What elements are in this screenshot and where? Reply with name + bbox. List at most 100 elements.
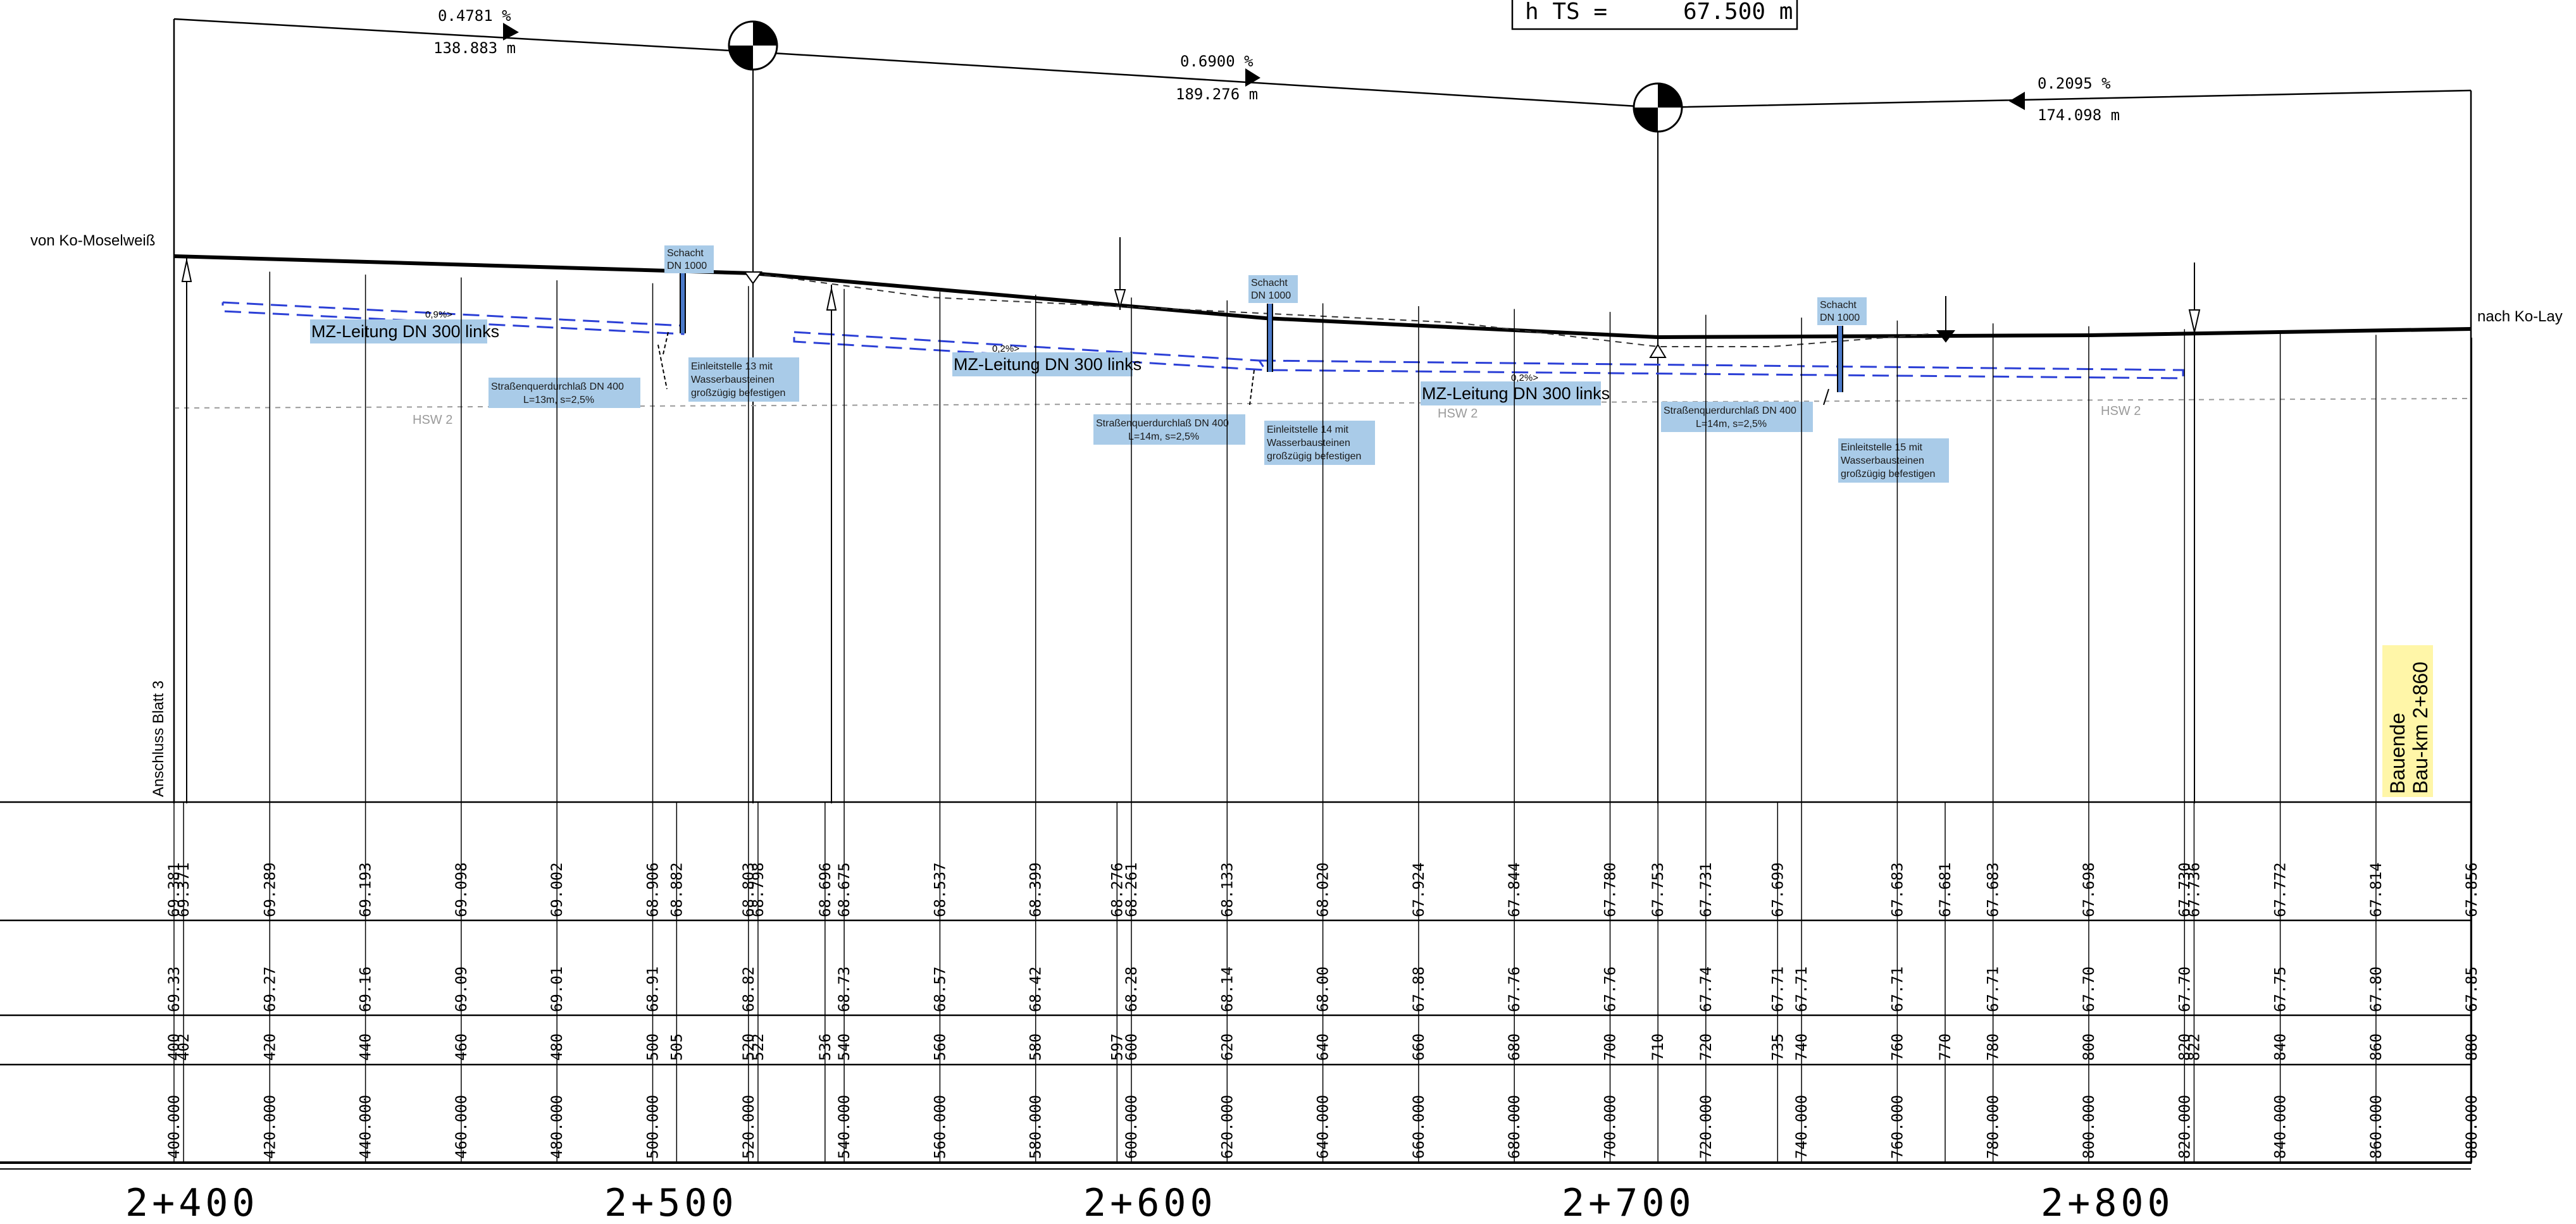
shaft-label: DN 1000 (1251, 290, 1291, 301)
inlet-label-3: Einleitstelle 15 mit Wasserbausteinen gr… (1838, 438, 1949, 483)
station-metre: 400 (165, 1034, 183, 1061)
station-full: 640.000 (1314, 1095, 1332, 1159)
design-elevation: 68.675 (835, 862, 853, 917)
existing-elevation: 68.82 (740, 967, 757, 1012)
design-elevation: 67.730 (2175, 862, 2193, 917)
design-elevation: 68.020 (1314, 862, 1332, 917)
culvert-label-2: Straßenquerdurchlaß DN 400 L=14m, s=2,5% (1093, 414, 1245, 445)
station-metre: 540 (835, 1034, 853, 1061)
pipe-name: MZ-Leitung DN 300 links (1422, 384, 1610, 403)
existing-elevation: 69.27 (261, 967, 278, 1012)
point-markers (181, 237, 2201, 803)
design-elevation: 67.683 (1888, 862, 1906, 917)
culvert-text: Straßenquerdurchlaß DN 400 (1664, 405, 1796, 416)
slope-length: 138.883 m (433, 39, 516, 57)
station-full: 840.000 (2272, 1095, 2289, 1159)
apex-marker-icon (728, 20, 778, 71)
station-metre: 780 (1984, 1034, 2002, 1061)
h-ts-box: h TS = 67.500 m (1511, 0, 1798, 30)
station-metre: 860 (2367, 1034, 2385, 1061)
slope-annotation-2: 0.6900 % 189.276 m (1176, 53, 1260, 103)
station-full: 420.000 (261, 1095, 278, 1159)
from-label: von Ko-Moselweiß (30, 232, 155, 249)
bauende-line1: Bauende (2386, 713, 2409, 794)
existing-elevation: 67.70 (2175, 967, 2193, 1012)
h-ts-label: h TS = (1525, 0, 1607, 25)
existing-elevation: 68.91 (644, 967, 662, 1012)
connection-label: Anschluss Blatt 3 (150, 681, 167, 797)
design-elevation: 68.696 (816, 862, 834, 917)
station-metre: 740 (1793, 1034, 1810, 1061)
existing-elevation: 68.42 (1027, 967, 1045, 1012)
shaft-label: Schacht (1820, 300, 1857, 311)
station-metre: 660 (1410, 1034, 1428, 1061)
slope-arrow-icon (1245, 68, 1260, 87)
station-full: 820.000 (2175, 1095, 2193, 1159)
shaft-2: Schacht DN 1000 (1248, 275, 1298, 372)
station-metre: 600 (1123, 1034, 1140, 1061)
design-elevation: 68.803 (740, 862, 757, 917)
design-elevation: 67.924 (1410, 862, 1428, 917)
shaft-label: Schacht (1251, 278, 1288, 288)
pipe-name: MZ-Leitung DN 300 links (954, 355, 1142, 374)
hsw-label: HSW 2 (413, 413, 452, 427)
station-metre: 440 (357, 1034, 375, 1061)
shaft-3: Schacht DN 1000 (1817, 297, 1867, 392)
existing-elevation: 67.70 (2080, 967, 2098, 1012)
station-full: 460.000 (452, 1095, 470, 1159)
apex-marker-icon (1633, 82, 1683, 133)
slope-arrow-icon (2009, 92, 2025, 110)
existing-elevation: 69.09 (452, 967, 470, 1012)
design-elevation: 69.098 (452, 862, 470, 917)
station-full: 540.000 (835, 1095, 853, 1159)
station-metre: 500 (644, 1034, 662, 1061)
station-metre: 770 (1936, 1034, 1954, 1061)
inlet-text: Einleitstelle 15 mit (1841, 442, 1923, 453)
station-metre: 680 (1505, 1034, 1523, 1061)
station-metre: 520 (740, 1034, 757, 1061)
culvert-label-1: Straßenquerdurchlaß DN 400 L=13m, s=2,5% (488, 378, 640, 408)
pipe-slope: 0,9%> (425, 309, 452, 320)
station-metre: 822 (2185, 1034, 2203, 1061)
culvert-text: Straßenquerdurchlaß DN 400 (1096, 418, 1229, 429)
station-metre: 522 (749, 1034, 767, 1061)
existing-elevation: 68.00 (1314, 967, 1332, 1012)
slope-percent: 0.6900 % (1180, 53, 1254, 70)
existing-elevation: 69.01 (548, 967, 566, 1012)
culvert-text: L=14m, s=2,5% (1128, 431, 1199, 442)
existing-elevation: 68.73 (835, 967, 853, 1012)
station-metre: 560 (931, 1034, 949, 1061)
station-metre: 420 (261, 1034, 278, 1061)
inlet-label-1: Einleitstelle 13 mit Wasserbausteinen gr… (688, 357, 799, 402)
station-full: 800.000 (2080, 1095, 2098, 1159)
design-elevation: 69.002 (548, 862, 566, 917)
station-full: 660.000 (1410, 1095, 1428, 1159)
inlet-text: großzügig befestigen (691, 388, 785, 399)
station-metre: 640 (1314, 1034, 1332, 1061)
station-full: 600.000 (1123, 1095, 1140, 1159)
design-elevation: 67.699 (1769, 862, 1786, 917)
station-axis-label: 2+700 (1562, 1181, 1695, 1224)
existing-elevation: 67.88 (1410, 967, 1428, 1012)
inlet-text: großzügig befestigen (1267, 451, 1361, 462)
existing-elevation: 67.71 (1769, 967, 1786, 1012)
station-full: 620.000 (1218, 1095, 1236, 1159)
shaft-label: DN 1000 (1820, 312, 1860, 323)
road-surface-line (173, 254, 2472, 347)
inlet-text: Wasserbausteinen (1841, 455, 1924, 466)
design-elevation: 67.856 (2463, 862, 2480, 917)
station-full: 760.000 (1888, 1095, 1906, 1159)
station-full: 400.000 (165, 1095, 183, 1159)
design-elevation: 67.814 (2367, 862, 2385, 917)
shaft-label: Schacht (667, 248, 704, 259)
station-metre: 505 (668, 1034, 685, 1061)
existing-elevation: 67.85 (2463, 967, 2480, 1012)
design-elevation: 67.753 (1649, 862, 1667, 917)
station-full: 860.000 (2367, 1095, 2385, 1159)
existing-elevation: 68.57 (931, 967, 949, 1012)
to-label: nach Ko-Lay (2477, 308, 2563, 325)
shaft-1: Schacht DN 1000 (664, 245, 714, 333)
design-elevation: 68.537 (931, 862, 949, 917)
design-elevation: 67.683 (1984, 862, 2002, 917)
design-elevation: 67.698 (2080, 862, 2098, 917)
